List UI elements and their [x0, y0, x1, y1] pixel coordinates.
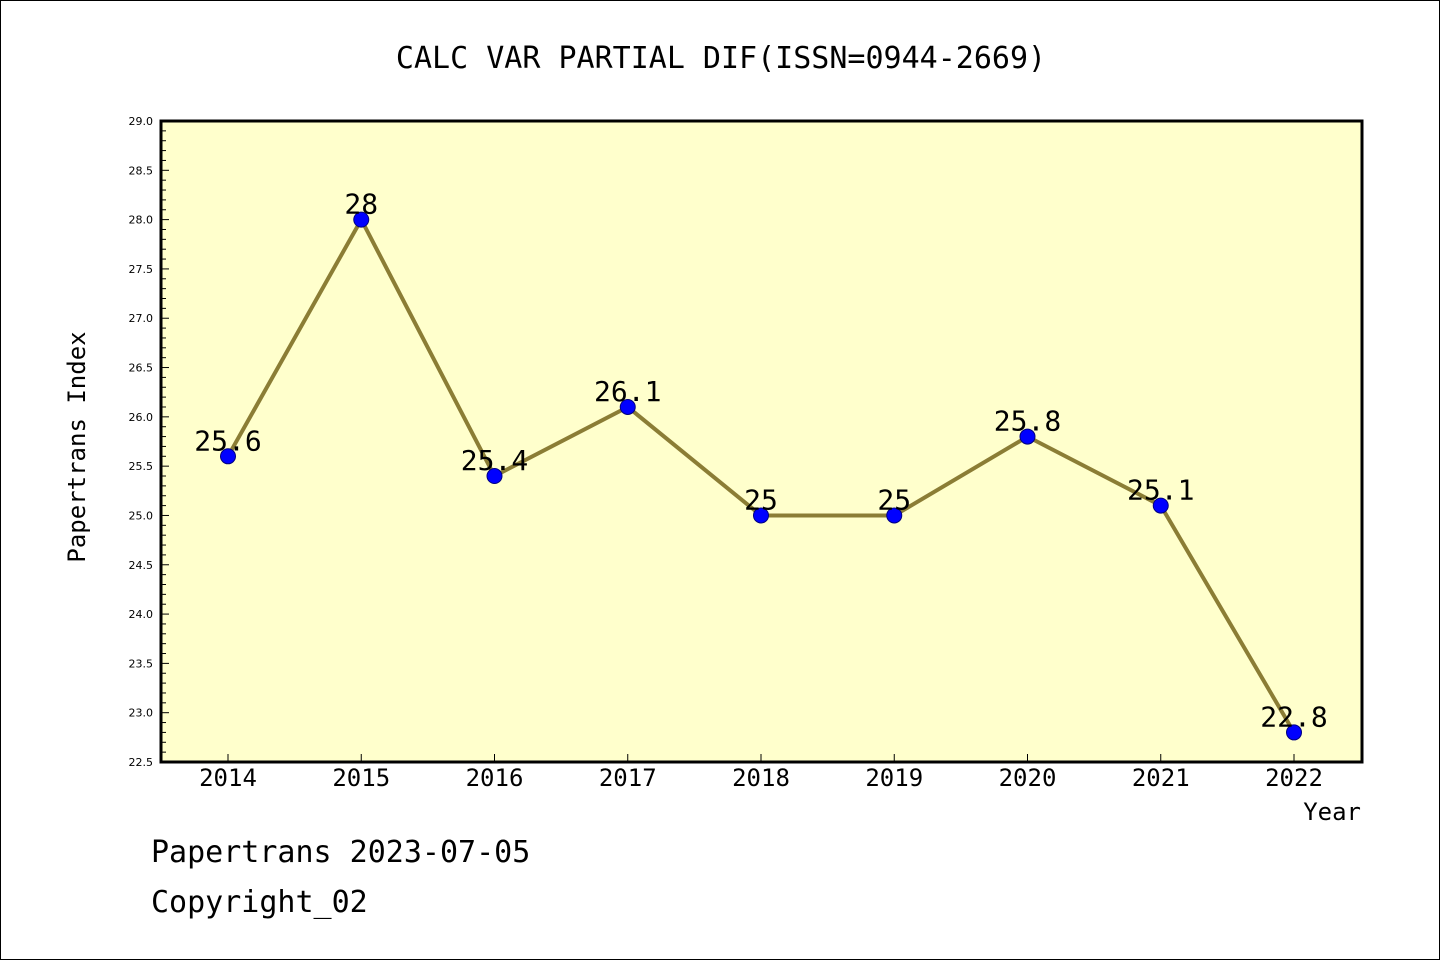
series-layer	[220, 211, 1302, 741]
x-tick-label: 2015	[332, 764, 390, 792]
y-tick-label: 23.5	[129, 657, 154, 670]
y-axis: 22.5 23.0 23.5 24.0 24.5 25.0 25.5 26.0 26.5 27.0…	[129, 115, 169, 769]
footer-date: Papertrans 2023-07-05	[151, 835, 531, 870]
data-label: 26.1	[594, 375, 661, 408]
x-tick-label: 2020	[999, 764, 1057, 792]
y-tick-label: 23.0	[129, 707, 154, 720]
data-label: 25.8	[994, 405, 1061, 438]
y-axis-label: Papertrans Index	[63, 331, 91, 562]
data-label: 25.4	[461, 444, 528, 477]
data-point	[886, 507, 903, 524]
data-point	[220, 448, 236, 465]
x-tick-label: 2019	[865, 764, 923, 792]
y-tick-label: 24.0	[129, 608, 154, 621]
x-axis-label: Year	[1303, 798, 1361, 826]
y-tick-label: 24.5	[129, 559, 154, 572]
plot-area	[159, 119, 1364, 764]
y-tick-label: 26.5	[129, 362, 154, 375]
y-tick-label: 28.0	[129, 214, 154, 227]
y-tick-label: 27.0	[129, 312, 154, 325]
x-axis: 2014 2015 2016 2017 2018 2019 2020 2021 2022	[199, 754, 1323, 792]
y-tick-label: 26.0	[129, 411, 154, 424]
y-tick-label: 28.5	[129, 164, 154, 177]
x-tick-label: 2018	[732, 764, 790, 792]
y-tick-label: 22.5	[129, 756, 154, 769]
data-point	[486, 468, 503, 485]
y-tick-label: 25.5	[129, 460, 154, 473]
data-label: 28	[344, 188, 378, 221]
x-tick-label: 2021	[1132, 764, 1190, 792]
data-labels: 25.6 28 25.4 26.1 25 25 25.8 25.1 22.8	[194, 188, 1327, 734]
footer-copyright: Copyright_02	[151, 885, 368, 920]
data-label: 22.8	[1260, 700, 1327, 733]
data-label: 25.6	[194, 424, 261, 457]
x-tick-label: 2022	[1265, 764, 1323, 792]
data-label: 25	[744, 483, 778, 516]
data-point	[1019, 428, 1036, 445]
x-tick-label: 2016	[466, 764, 524, 792]
y-tick-label: 25.0	[129, 509, 154, 522]
data-point	[1286, 724, 1302, 741]
x-tick-label: 2014	[199, 764, 257, 792]
data-point	[353, 211, 370, 228]
y-tick-label: 27.5	[129, 263, 154, 276]
data-label: 25	[877, 483, 911, 516]
chart-title: CALC VAR PARTIAL DIF(ISSN=0944-2669)	[396, 41, 1046, 76]
y-tick-label: 29.0	[129, 115, 154, 128]
data-point	[753, 507, 769, 524]
data-point	[1152, 497, 1169, 514]
data-point	[619, 398, 636, 415]
data-label: 25.1	[1127, 474, 1194, 507]
x-tick-label: 2017	[599, 764, 657, 792]
